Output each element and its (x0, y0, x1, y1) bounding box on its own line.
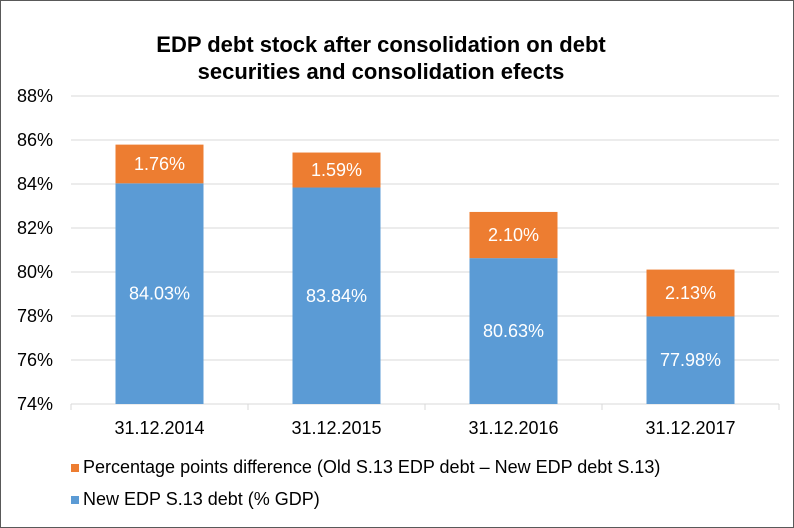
y-tick-label: 82% (17, 218, 53, 238)
chart-title: EDP debt stock after consolidation on de… (1, 31, 761, 85)
y-tick-label: 84% (17, 174, 53, 194)
data-label-new-debt: 77.98% (660, 350, 721, 370)
data-label-difference: 1.59% (311, 160, 362, 180)
bar-new-debt (292, 187, 381, 404)
y-tick-label: 86% (17, 130, 53, 150)
x-tick-label: 31.12.2016 (468, 418, 558, 438)
data-label-difference: 2.10% (488, 225, 539, 245)
bar-difference (115, 144, 204, 184)
y-tick-label: 74% (17, 394, 53, 414)
bar-difference (646, 269, 735, 317)
legend-label-new-debt: New EDP S.13 debt (% GDP) (83, 489, 320, 509)
y-tick-label: 76% (17, 350, 53, 370)
legend-swatch-orange (71, 463, 79, 472)
data-label-difference: 1.76% (134, 154, 185, 174)
legend-item-difference: Percentage points difference (Old S.13 E… (71, 457, 660, 478)
bar-new-debt (115, 183, 204, 404)
y-tick-label: 88% (17, 86, 53, 106)
data-label-new-debt: 80.63% (483, 321, 544, 341)
x-tick-label: 31.12.2015 (291, 418, 381, 438)
data-label-difference: 2.13% (665, 283, 716, 303)
y-tick-label: 80% (17, 262, 53, 282)
bar-difference (469, 211, 558, 259)
data-label-new-debt: 83.84% (306, 286, 367, 306)
chart-title-line-2: securities and consolidation efects (197, 59, 565, 84)
data-label-new-debt: 84.03% (129, 284, 190, 304)
bar-difference (292, 152, 381, 188)
y-tick-label: 78% (17, 306, 53, 326)
bar-new-debt (646, 316, 735, 404)
legend-item-new-debt: New EDP S.13 debt (% GDP) (71, 489, 320, 510)
bar-new-debt (469, 258, 558, 404)
x-tick-label: 31.12.2014 (114, 418, 204, 438)
chart-title-line-1: EDP debt stock after consolidation on de… (156, 32, 606, 57)
legend-swatch-blue (71, 495, 79, 504)
legend-label-difference: Percentage points difference (Old S.13 E… (83, 457, 661, 477)
x-tick-label: 31.12.2017 (645, 418, 735, 438)
